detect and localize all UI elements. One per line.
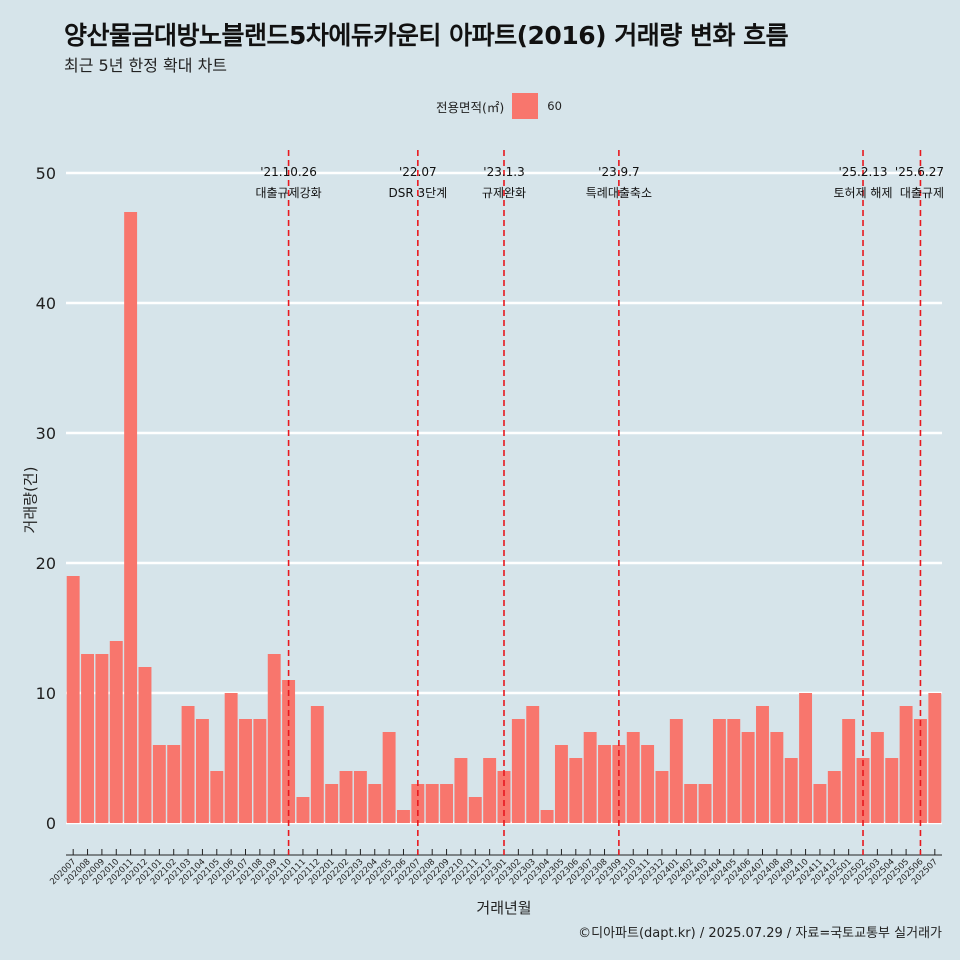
y-tick-label: 30 xyxy=(36,424,56,443)
bar xyxy=(698,784,712,823)
event-date: '23.9.7 xyxy=(598,165,639,179)
bar xyxy=(425,784,439,823)
bar xyxy=(81,654,95,823)
bar xyxy=(397,810,410,823)
event-date: '25.2.13 xyxy=(838,165,887,179)
bar xyxy=(239,719,252,823)
y-tick-label: 0 xyxy=(46,814,56,833)
y-tick-labels: 0 10 20 30 40 50 xyxy=(36,164,56,833)
bar xyxy=(928,693,942,823)
bar xyxy=(540,810,554,823)
bar xyxy=(124,212,138,823)
bar xyxy=(827,771,841,823)
bar xyxy=(626,732,640,823)
event-label: 대출규제 xyxy=(900,186,944,200)
bar xyxy=(253,719,267,823)
bar xyxy=(756,706,769,823)
legend-entry-label: 60 xyxy=(547,99,562,113)
bar xyxy=(569,758,583,823)
y-tick-label: 10 xyxy=(36,684,56,703)
event-date: '23.1.3 xyxy=(483,165,524,179)
bar xyxy=(109,641,123,823)
y-axis-label: 거래량(건) xyxy=(21,466,40,534)
bar xyxy=(368,784,382,823)
bars xyxy=(66,212,942,823)
bar xyxy=(267,654,281,823)
bar xyxy=(353,771,367,823)
x-axis-label: 거래년월 xyxy=(476,899,532,917)
bar xyxy=(885,758,899,823)
bar xyxy=(138,667,152,823)
bar xyxy=(741,732,755,823)
bar xyxy=(468,797,482,823)
event-label: 토허제 해제 xyxy=(834,186,893,200)
y-tick-label: 50 xyxy=(36,164,56,183)
event-label: 대출규제강화 xyxy=(255,186,321,200)
bar xyxy=(382,732,396,823)
bar xyxy=(526,706,540,823)
bar xyxy=(95,654,109,823)
chart-subtitle: 최근 5년 한정 확대 차트 xyxy=(64,56,228,75)
bar xyxy=(842,719,856,823)
bar xyxy=(583,732,597,823)
bar xyxy=(870,732,884,823)
legend: 전용면적(㎡) 60 xyxy=(436,93,562,119)
event-date: '21.10.26 xyxy=(260,165,317,179)
event-date: '22.07 xyxy=(399,165,437,179)
x-axis: 2020072020082020092020102020112020122021… xyxy=(48,849,942,887)
bar xyxy=(669,719,683,823)
bar xyxy=(641,745,655,823)
bar xyxy=(511,719,525,823)
event-label: 규제완화 xyxy=(482,186,526,200)
event-label: 특례대출축소 xyxy=(586,186,652,200)
bar xyxy=(598,745,611,823)
bar xyxy=(784,758,798,823)
y-tick-label: 20 xyxy=(36,554,56,573)
legend-title: 전용면적(㎡) xyxy=(436,99,505,115)
chart-title: 양산물금대방노블랜드5차에듀카운티 아파트(2016) 거래량 변화 흐름 xyxy=(64,21,789,50)
bar xyxy=(554,745,568,823)
bar xyxy=(325,784,339,823)
bar xyxy=(799,693,813,823)
bar xyxy=(497,771,511,823)
bar xyxy=(712,719,726,823)
event-date: '25.6.27 xyxy=(895,165,944,179)
bar xyxy=(727,719,741,823)
bar xyxy=(152,745,166,823)
bar xyxy=(440,784,454,823)
bar xyxy=(66,576,80,823)
bar xyxy=(770,732,784,823)
bar xyxy=(167,745,181,823)
event-markers: '21.10.26 대출규제강화 '22.07 DSR 3단계 '23.1.3 규제완화 '… xyxy=(255,150,944,855)
bar xyxy=(655,771,669,823)
legend-swatch xyxy=(512,93,539,119)
bar xyxy=(339,771,353,823)
bar xyxy=(310,706,324,823)
bar xyxy=(224,693,238,823)
bar xyxy=(181,706,195,823)
bar xyxy=(899,706,913,823)
bar xyxy=(483,758,497,823)
source-caption: ©디아파트(dapt.kr) / 2025.07.29 / 자료=국토교통부 실… xyxy=(578,926,942,941)
event-label: DSR 3단계 xyxy=(388,186,447,200)
bar xyxy=(454,758,468,823)
bar xyxy=(296,797,310,823)
bar xyxy=(813,784,827,823)
y-tick-label: 40 xyxy=(36,294,56,313)
bar xyxy=(195,719,209,823)
bar xyxy=(684,784,698,823)
bar xyxy=(210,771,224,823)
